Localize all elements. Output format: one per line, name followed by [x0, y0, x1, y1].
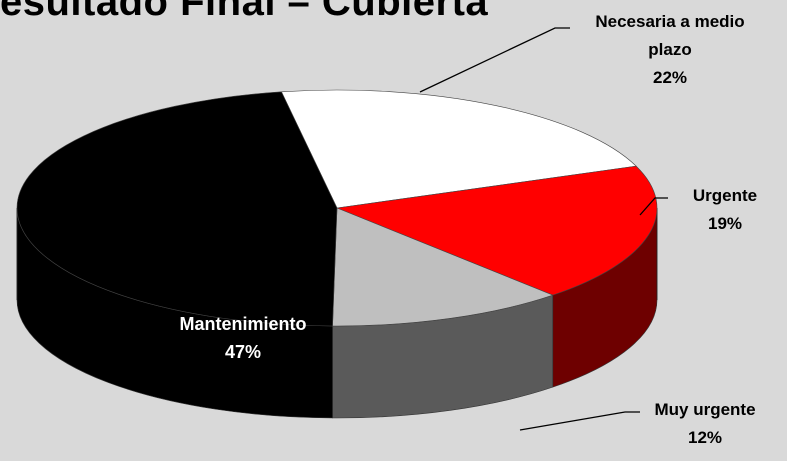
label-urgente-name: Urgente [692, 186, 758, 205]
pie-slice-mantenimiento [16, 91, 338, 327]
pie-top-slices [16, 89, 658, 327]
label-necesaria-line1: Necesaria a medio [595, 12, 745, 31]
label-mantenimiento-pct: 47% [224, 342, 262, 362]
leader-urgente [639, 197, 668, 216]
leader-muy-urgente [519, 411, 640, 431]
label-necesaria-line2: plazo [648, 40, 692, 59]
label-muy-urgente: Muy urgente 12% [630, 396, 780, 452]
chart-title: esultado Final – Cubierta [0, 0, 489, 24]
label-necesaria-pct: 22% [652, 68, 688, 87]
label-necesaria: Necesaria a medio plazo 22% [560, 8, 780, 92]
label-urgente: Urgente 19% [670, 182, 780, 238]
label-muy-urgente-name: Muy urgente [654, 400, 756, 419]
pie-side-walls [16, 207, 658, 419]
leader-necesaria [419, 27, 570, 93]
label-urgente-pct: 19% [707, 214, 743, 233]
pie-slice-urgente [335, 165, 658, 296]
label-muy-urgente-pct: 12% [687, 428, 723, 447]
pie-slice-muy-urgente [332, 207, 554, 327]
pie-edge-lines [16, 208, 658, 300]
label-mantenimiento: Mantenimiento 47% [143, 310, 343, 366]
label-mantenimiento-name: Mantenimiento [179, 314, 307, 334]
